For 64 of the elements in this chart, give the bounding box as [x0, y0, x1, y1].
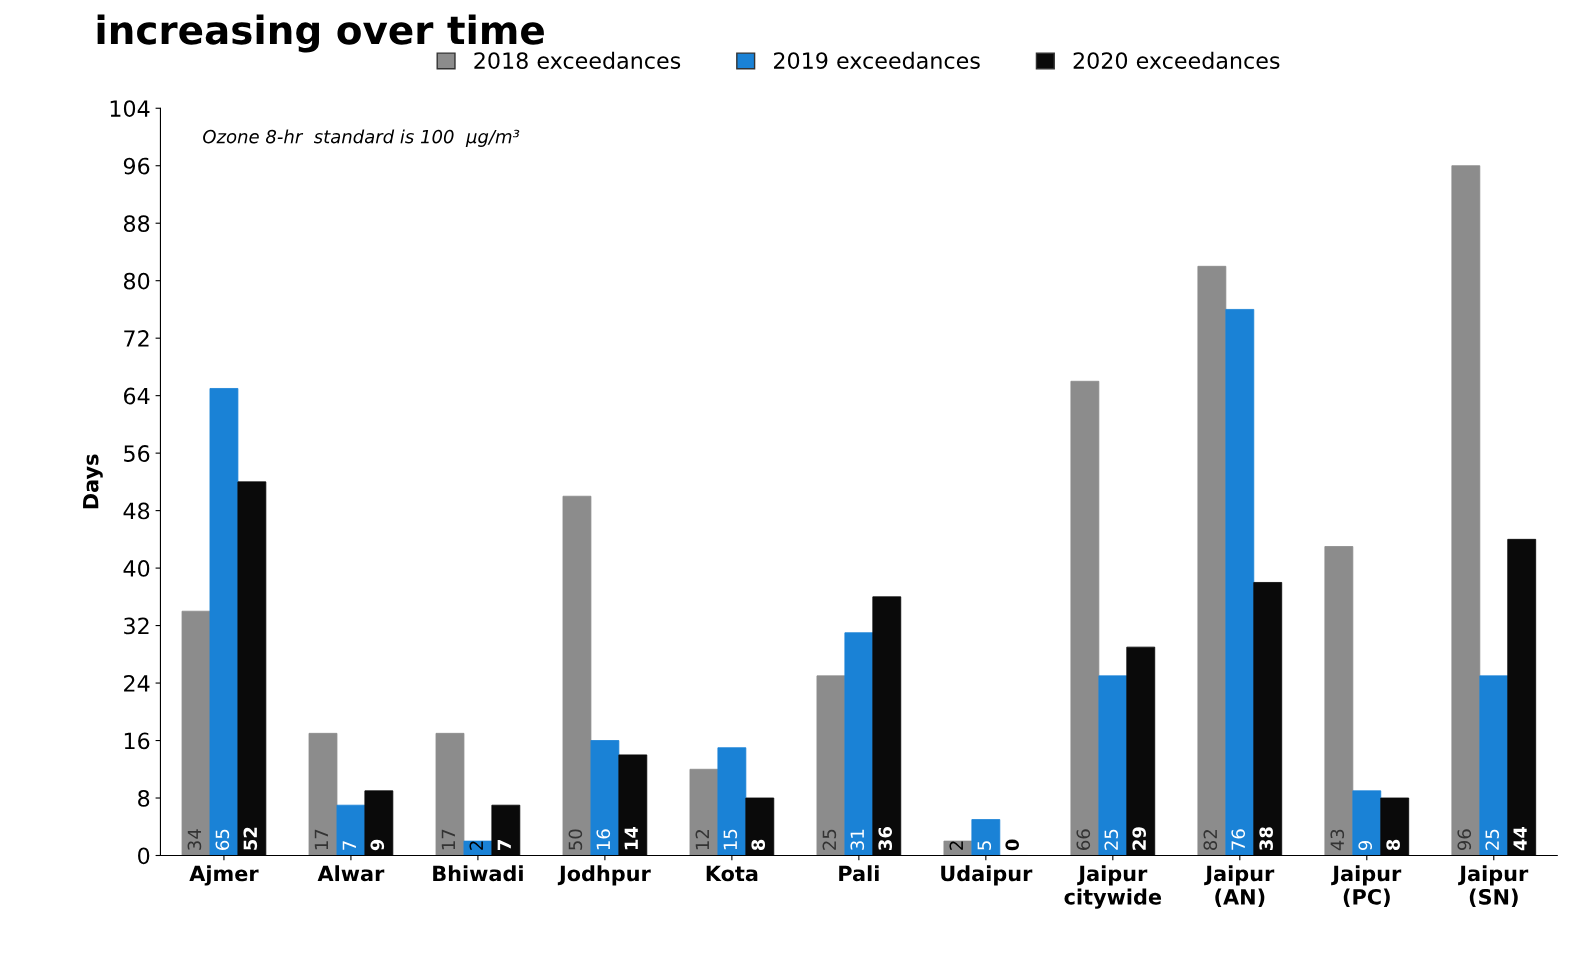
y-tick-label: 80 [123, 272, 150, 290]
y-tick-label: 8 [138, 789, 150, 807]
data-label: 34 [187, 829, 202, 850]
x-tick-label: Jaipur (SN) [1458, 865, 1529, 908]
data-label: 44 [1513, 826, 1527, 851]
x-tick-label: Jaipur citywide [1064, 865, 1162, 909]
data-label: 50 [568, 829, 583, 850]
data-label: 17 [314, 829, 328, 850]
y-tick-label: 48 [123, 502, 150, 520]
data-label: 8 [1386, 839, 1400, 851]
y-tick-label: 32 [124, 617, 149, 635]
data-label: 25 [1485, 829, 1500, 850]
y-tick-label: 64 [124, 387, 150, 405]
legend-label: 2020 exceedances [1073, 51, 1280, 69]
y-tick-label: 96 [123, 157, 150, 175]
data-label: 96 [1457, 829, 1472, 851]
data-label: 31 [850, 829, 865, 850]
x-tick-label: Ajmer [189, 865, 259, 886]
data-label: 15 [723, 829, 738, 850]
y-axis-title: Days [83, 454, 103, 509]
x-tick-label: Jodhpur [557, 865, 651, 886]
data-label: 7 [342, 841, 356, 850]
data-label: 82 [1203, 830, 1218, 850]
data-label: 76 [1231, 829, 1246, 850]
x-tick-label: Jaipur (AN) [1204, 865, 1275, 908]
data-label: 2 [949, 841, 963, 850]
data-label: 52 [243, 827, 258, 850]
data-label: 43 [1330, 829, 1345, 851]
y-tick-label: 16 [124, 732, 150, 750]
x-tick-label: Jaipur (PC) [1331, 865, 1402, 908]
y-tick-label: 0 [138, 847, 150, 865]
chart-title: increasing over time [97, 14, 544, 53]
x-tick-label: Udaipur [941, 865, 1033, 886]
y-tick-label: 40 [123, 560, 150, 577]
data-label: 25 [822, 829, 837, 850]
y-tick-label: 24 [124, 675, 150, 692]
data-label: 29 [1132, 827, 1146, 850]
x-tick-label: Pali [839, 865, 879, 882]
data-label: 5 [977, 841, 992, 850]
y-tick-label: 88 [123, 215, 150, 232]
data-label: 36 [878, 827, 893, 850]
data-label: 2 [469, 841, 483, 850]
data-label: 7 [497, 840, 511, 850]
data-label: 12 [695, 830, 709, 850]
data-label: 16 [596, 829, 611, 850]
data-label: 25 [1104, 829, 1119, 850]
data-label: 8 [751, 839, 766, 851]
y-tick-label: 104 [110, 100, 150, 118]
data-label: 9 [370, 839, 385, 851]
data-label: 17 [441, 829, 455, 850]
data-label: 65 [215, 829, 230, 850]
data-label: 14 [624, 826, 638, 850]
data-label: 66 [1076, 829, 1091, 850]
x-tick-label: Alwar [317, 865, 385, 882]
y-tick-label: 72 [124, 330, 149, 347]
legend-label: 2018 exceedances [474, 51, 681, 69]
data-label: 9 [1358, 840, 1373, 851]
y-tick-label: 56 [124, 445, 150, 462]
x-tick-label: Bhiwadi [433, 865, 523, 882]
legend-label: 2019 exceedances [774, 51, 980, 69]
data-label: 38 [1259, 827, 1273, 850]
annotation: Ozone 8-hr standard is 100 µg/m³ [203, 129, 520, 147]
data-label: 0 [1005, 839, 1020, 851]
x-tick-label: Kota [706, 865, 758, 882]
